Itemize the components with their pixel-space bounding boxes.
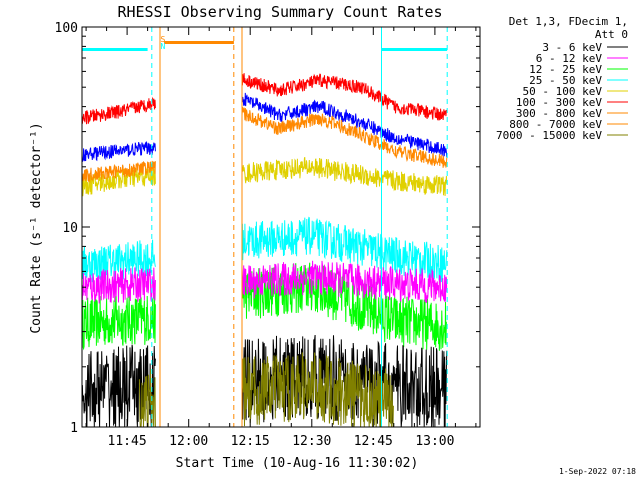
y-tick-label-0: 1 [70,421,78,436]
series-line-2 [82,262,447,351]
annotation-n: N [160,42,165,51]
footer-timestamp: 1-Sep-2022 07:18 [559,467,636,476]
legend-label-7: 800 - 7000 keV [509,118,602,131]
legend-header-line2: Att 0 [595,28,628,41]
legend-label-2: 12 - 25 keV [529,63,602,76]
chart-title: RHESSI Observing Summary Count Rates [117,3,442,21]
y-axis-label: Count Rate (s⁻¹ detector⁻¹) [29,122,44,333]
x-tick-label-3: 12:30 [292,434,331,449]
overlay-bar-0 [82,48,148,51]
axes: 1 10 100 11:45 12:00 12:15 12:30 12:45 13:00 [55,21,481,449]
overlay-bar-2 [164,41,234,44]
x-axis-label: Start Time (10-Aug-16 11:30:02) [176,456,419,471]
y-tick-label-1: 10 [62,221,78,236]
x-tick-label-4: 12:45 [354,434,393,449]
overlay-bar-1 [381,48,448,51]
x-tick-label-0: 11:45 [108,434,147,449]
series-line-4 [82,156,448,197]
y-tick-label-2: 100 [55,21,78,36]
series-line-9 [82,92,448,163]
series-line-6 [82,106,448,183]
legend-label-4: 50 - 100 keV [523,85,603,98]
x-tick-label-1: 12:00 [169,434,208,449]
x-tick-label-2: 12:15 [231,434,270,449]
legend-label-5: 100 - 300 keV [516,96,602,109]
series-line-5 [82,73,448,125]
legend-label-3: 25 - 50 keV [529,74,602,87]
x-tick-label-5: 13:00 [415,434,454,449]
series-line-1 [82,260,448,304]
annotation-s: S [160,35,165,44]
legend-label-6: 300 - 800 keV [516,107,602,120]
legend-label-8: 7000 - 15000 keV [496,129,602,142]
legend-label-0: 3 - 6 keV [542,41,602,54]
legend-header-line1: Det 1,3, FDecim 1, [509,15,628,28]
legend-label-1: 6 - 12 keV [536,52,603,65]
